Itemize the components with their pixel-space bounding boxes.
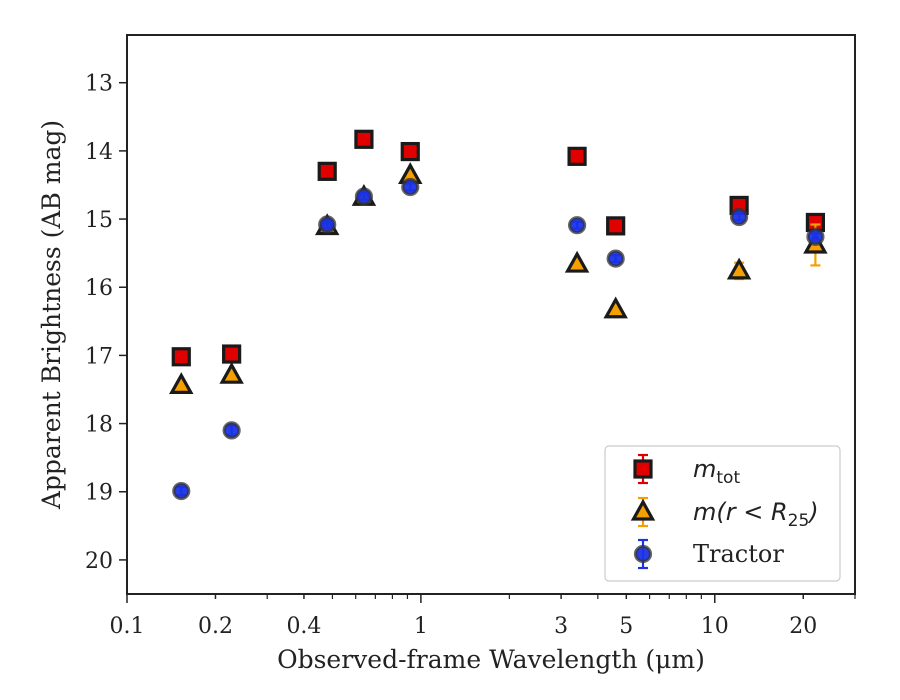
legend-marker-square [633,459,653,479]
data-point-square [222,344,242,364]
data-point-square [317,161,337,181]
legend-box [604,445,841,582]
legend-item: Tractor [633,538,784,570]
data-point-circle [606,249,625,268]
legend-label: m(r < R25) [693,498,819,531]
data-point-triangle [219,361,244,384]
legend-label: mtot [693,455,740,488]
x-tick-label: 0.2 [198,614,233,639]
y-tick-label: 20 [85,549,113,574]
legend: mtot m(r < R25) Tractor [604,445,841,582]
data-point-triangle [603,296,628,319]
y-tick-label: 14 [85,140,113,165]
data-point-triangle [564,250,590,273]
legend-item: m(r < R25) [630,496,819,531]
data-point-circle [806,227,825,246]
y-tick-label: 15 [85,208,113,233]
data-point-square [606,216,626,236]
legend-label: Tractor [693,540,784,568]
x-tick-label: 3 [554,614,568,639]
y-tick-label: 13 [85,72,113,97]
legend-item: mtot [633,453,740,488]
data-point-circle [222,421,241,440]
data-point-square [567,146,587,166]
data-point-triangle [169,372,194,394]
series-triangle [169,162,828,394]
x-tick-label: 10 [701,614,729,639]
data-point-circle [318,215,337,234]
data-point-circle [172,481,191,501]
x-axis-label: Observed-frame Wavelength (μm) [277,645,705,674]
x-tick-label: 0.1 [110,614,145,639]
data-point-circle [730,207,749,227]
x-tick-label: 20 [789,614,817,639]
legend-marker-triangle [630,498,656,521]
series-circle [172,177,825,501]
series-square [171,129,826,367]
y-axis-label: Apparent Brightness (AB mag) [37,120,66,510]
y-tick-label: 18 [85,413,113,438]
x-tick-label: 0.4 [286,614,321,639]
data-point-circle [354,187,374,206]
y-tick-label: 16 [85,276,113,301]
y-tick-label: 17 [85,344,113,369]
data-point-square [171,347,191,367]
data-point-square [400,141,420,162]
data-points [169,129,828,501]
data-point-triangle [726,257,752,280]
y-tick-label: 19 [85,481,113,506]
data-point-circle [567,216,587,235]
x-tick-label: 5 [619,614,633,639]
data-point-square [354,129,374,149]
legend-marker-circle [633,544,653,564]
x-tick-label: 1 [414,614,428,639]
plot-frame [126,34,856,595]
data-point-circle [401,177,420,197]
